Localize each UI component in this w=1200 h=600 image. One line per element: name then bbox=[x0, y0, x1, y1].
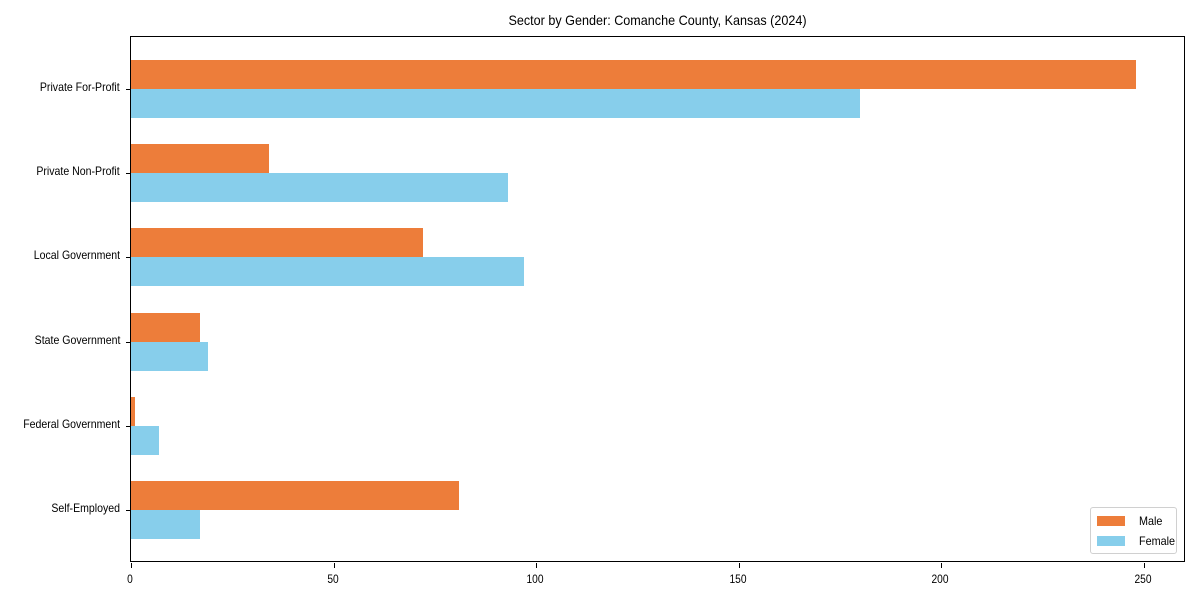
legend-label-female: Female bbox=[1139, 534, 1176, 548]
y-tick-label: Private For-Profit bbox=[40, 80, 120, 94]
x-tick bbox=[1144, 563, 1145, 568]
y-tick bbox=[126, 257, 131, 259]
legend-swatch-female bbox=[1097, 536, 1125, 546]
x-tick-label: 100 bbox=[526, 572, 544, 586]
x-tick-label: 200 bbox=[931, 572, 949, 586]
y-tick bbox=[126, 89, 131, 90]
legend-label-male: Male bbox=[1139, 514, 1163, 528]
x-tick-label: 50 bbox=[326, 572, 339, 586]
y-tick-label: Federal Government bbox=[23, 416, 120, 431]
x-tick-label: 150 bbox=[729, 572, 747, 586]
x-tick-label: 250 bbox=[1134, 572, 1152, 586]
bar-male-private-for-profit bbox=[131, 60, 1136, 89]
y-tick bbox=[126, 173, 131, 175]
bar-male-local-government bbox=[131, 228, 423, 258]
bar-female-self-employed bbox=[131, 510, 200, 539]
chart-title: Sector by Gender: Comanche County, Kansa… bbox=[508, 12, 807, 28]
bar-male-state-government bbox=[131, 312, 200, 342]
bar-male-self-employed bbox=[131, 481, 460, 510]
x-tick bbox=[131, 563, 132, 568]
x-tick bbox=[941, 563, 943, 568]
legend: Male Female bbox=[1090, 507, 1177, 554]
y-tick-label: State Government bbox=[34, 332, 120, 347]
plot-area bbox=[126, 36, 1185, 568]
y-tick-label: Self-Employed bbox=[51, 501, 120, 515]
bar-male-private-non-profit bbox=[131, 144, 269, 174]
y-tick bbox=[126, 341, 131, 343]
y-tick-label: Local Government bbox=[33, 248, 120, 263]
x-tick bbox=[738, 563, 740, 568]
bar-female-local-government bbox=[131, 257, 525, 287]
bar-male-federal-government bbox=[131, 396, 136, 426]
y-tick-label: Private Non-Profit bbox=[36, 164, 120, 179]
legend-swatch-male bbox=[1097, 516, 1125, 526]
bar-female-private-non-profit bbox=[131, 173, 508, 203]
bar-female-state-government bbox=[131, 341, 208, 371]
x-tick-label: 0 bbox=[127, 572, 133, 586]
bar-female-federal-government bbox=[131, 425, 160, 455]
bar-female-private-for-profit bbox=[131, 89, 861, 118]
y-tick bbox=[126, 425, 131, 427]
y-tick bbox=[126, 510, 131, 511]
x-tick bbox=[536, 563, 538, 568]
legend-item-male: Male bbox=[1097, 514, 1165, 528]
x-tick bbox=[333, 563, 335, 568]
legend-item-female: Female bbox=[1097, 534, 1179, 548]
